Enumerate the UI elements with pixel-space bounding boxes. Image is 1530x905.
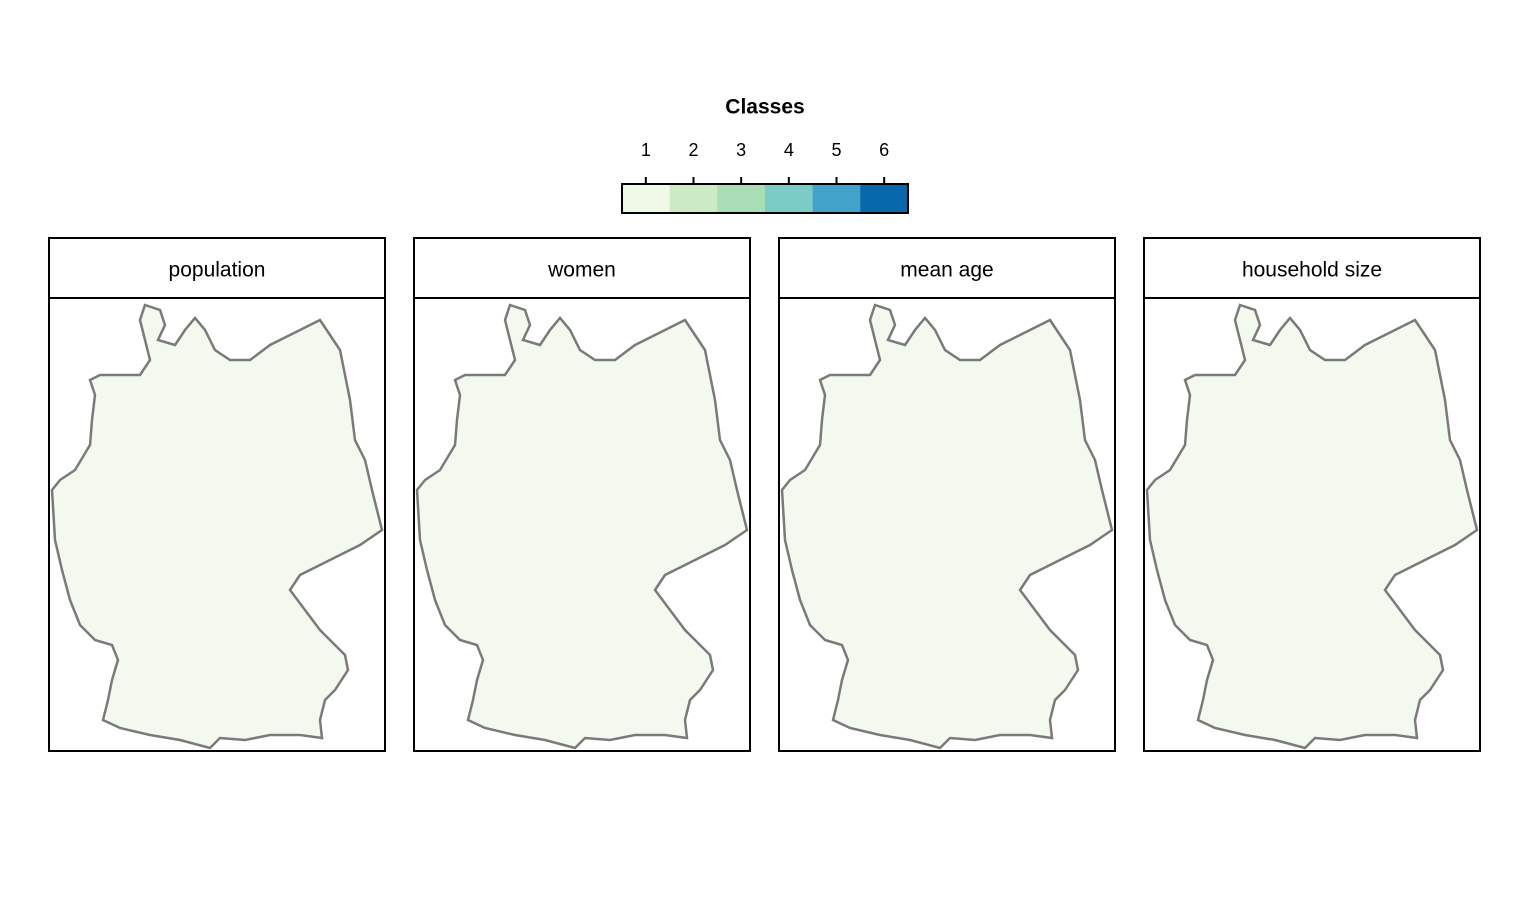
- legend-tick-label: 1: [641, 140, 651, 160]
- legend-frame: [621, 183, 909, 214]
- panel-title: mean age: [900, 259, 993, 282]
- legend-swatch: [765, 184, 814, 213]
- panel-title: household size: [1242, 259, 1382, 282]
- legend-title: Classes: [725, 96, 804, 119]
- map-region: [50, 303, 384, 750]
- legend-swatch: [860, 184, 909, 213]
- legend-swatch: [812, 184, 861, 213]
- legend-tick-label: 3: [736, 140, 746, 160]
- legend-swatch: [669, 184, 718, 213]
- map-region: [1145, 303, 1479, 750]
- legend-tick-label: 5: [831, 140, 841, 160]
- panel-frame: [48, 237, 386, 752]
- legend-tick-label: 4: [784, 140, 794, 160]
- legend-swatch: [622, 184, 671, 213]
- panel-frame: [778, 237, 1116, 752]
- panel-title: population: [169, 259, 266, 282]
- legend-tick-label: 2: [688, 140, 698, 160]
- panel-frame: [1143, 237, 1481, 752]
- panel-frame: [413, 237, 751, 752]
- panel-title: women: [547, 259, 616, 282]
- map-region: [780, 303, 1114, 750]
- legend-swatch: [717, 184, 766, 213]
- map-region: [415, 303, 749, 750]
- legend-tick-label: 6: [879, 140, 889, 160]
